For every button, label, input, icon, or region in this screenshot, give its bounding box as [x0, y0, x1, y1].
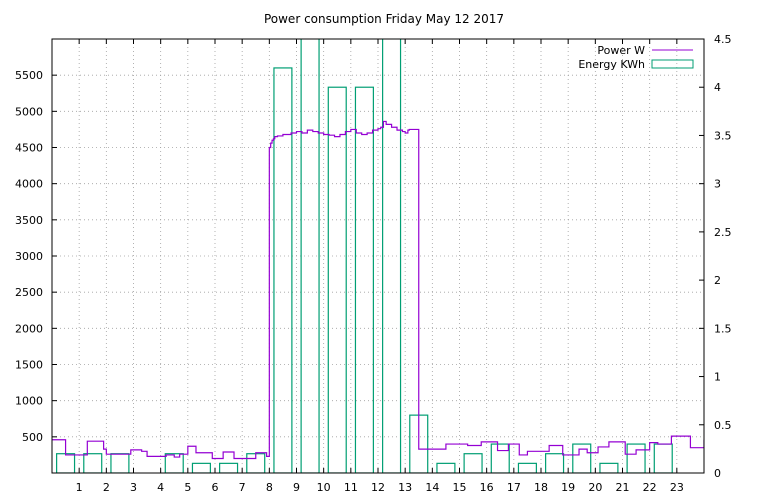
power-line: [52, 120, 704, 460]
x-tick-label: 10: [317, 481, 331, 494]
energy-bar: [354, 86, 374, 473]
y-left-tick-label: 5500: [15, 69, 43, 82]
legend-swatch-energy: [651, 59, 694, 69]
y-right-tick-label: 4.5: [714, 33, 732, 46]
y-left-tick-label: 4000: [15, 178, 43, 191]
y-right-tick-label: 2.5: [714, 226, 732, 239]
x-tick-label: 3: [130, 481, 137, 494]
energy-bar: [382, 39, 402, 473]
x-tick-label: 20: [588, 481, 602, 494]
x-tick-label: 19: [561, 481, 575, 494]
legend-label-energy: Energy KWh: [578, 58, 645, 71]
x-tick-label: 9: [293, 481, 300, 494]
power-line-group: [52, 120, 704, 460]
x-tick-label: 5: [184, 481, 191, 494]
y-left-tick-label: 3500: [15, 214, 43, 227]
y-right-tick-label: 3: [714, 178, 721, 191]
energy-bar: [219, 462, 239, 473]
x-tick-label: 15: [453, 481, 467, 494]
energy-bar: [545, 453, 565, 473]
energy-bar: [463, 453, 483, 473]
y-left-tick-label: 500: [22, 431, 43, 444]
y-right-tick-label: 1.5: [714, 322, 732, 335]
energy-bar: [653, 443, 673, 473]
grid: [52, 39, 704, 473]
y-ticks-right: 0 0.5 1 1.5 2 2.5 3 3.5 4 4.5: [699, 33, 732, 480]
x-tick-label: 14: [425, 481, 439, 494]
energy-bar: [626, 443, 646, 473]
energy-bar: [599, 462, 619, 473]
energy-bar: [83, 453, 103, 473]
x-tick-label: 21: [616, 481, 630, 494]
x-tick-label: 6: [212, 481, 219, 494]
y-left-tick-label: 5000: [15, 105, 43, 118]
y-left-tick-label: 2000: [15, 322, 43, 335]
x-tick-label: 23: [670, 481, 684, 494]
y-right-tick-label: 4: [714, 81, 721, 94]
x-tick-label: 17: [507, 481, 521, 494]
x-tick-label: 22: [643, 481, 657, 494]
x-tick-label: 4: [157, 481, 164, 494]
y-left-tick-label: 2500: [15, 286, 43, 299]
x-tick-label: 7: [239, 481, 246, 494]
chart-title: Power consumption Friday May 12 2017: [264, 12, 504, 26]
y-right-tick-label: 0: [714, 467, 721, 480]
energy-bar: [300, 39, 320, 473]
x-tick-label: 16: [480, 481, 494, 494]
legend: Power W Energy KWh: [578, 44, 694, 71]
y-right-tick-label: 3.5: [714, 129, 732, 142]
energy-bar: [436, 462, 456, 473]
x-tick-label: 13: [398, 481, 412, 494]
energy-bars: [56, 39, 673, 473]
energy-bar: [164, 453, 184, 473]
energy-bar: [490, 443, 510, 473]
energy-bar: [191, 462, 211, 473]
x-tick-label: 18: [534, 481, 548, 494]
y-left-tick-label: 1500: [15, 359, 43, 372]
y-left-tick-label: 1000: [15, 395, 43, 408]
x-tick-label: 2: [103, 481, 110, 494]
energy-bar: [572, 443, 592, 473]
energy-bar: [517, 462, 537, 473]
legend-label-power: Power W: [597, 44, 645, 57]
x-tick-label: 1: [76, 481, 83, 494]
x-tick-label: 8: [266, 481, 273, 494]
y-left-tick-label: 4500: [15, 142, 43, 155]
y-left-tick-label: 3000: [15, 250, 43, 263]
energy-bar: [56, 453, 76, 473]
x-tick-label: 11: [344, 481, 358, 494]
energy-bar: [327, 86, 347, 473]
y-right-tick-label: 0.5: [714, 419, 732, 432]
y-ticks-left: 500 1000 1500 2000 2500 3000 3500 4000 4500 5000 5…: [15, 69, 57, 444]
x-ticks: 1 2 3 4 5 6 7 8 9 10 11 12 13 14 15 16 17 18 19 20 21 22 23: [76, 39, 684, 494]
y-right-tick-label: 2: [714, 274, 721, 287]
energy-bar: [273, 67, 293, 473]
x-tick-label: 12: [371, 481, 385, 494]
energy-bar: [110, 453, 130, 473]
y-right-tick-label: 1: [714, 371, 721, 384]
